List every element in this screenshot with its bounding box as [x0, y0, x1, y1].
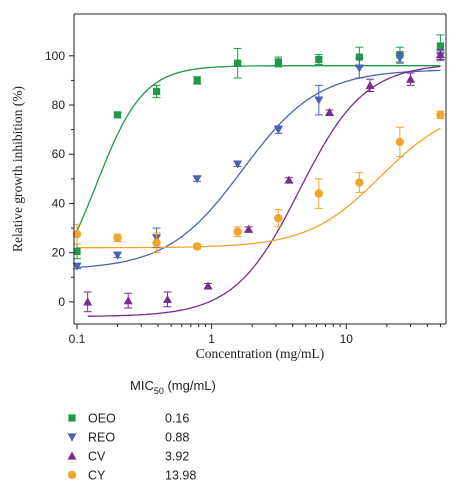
- y-tick-label: 20: [52, 246, 66, 260]
- point-cv: [365, 80, 375, 89]
- legend-mic50-cy: 13.98: [165, 469, 196, 483]
- point-cy: [152, 238, 161, 248]
- x-tick-label: 0.1: [69, 332, 86, 346]
- x-tick-label: 1: [208, 332, 215, 346]
- y-tick-label: 100: [45, 49, 65, 63]
- point-cy: [192, 242, 202, 251]
- legend-mic50-cv: 3.92: [165, 450, 189, 464]
- legend-marker-cv: [67, 451, 77, 460]
- legend-label-cv: CV: [88, 450, 106, 464]
- point-reo: [233, 160, 243, 169]
- y-tick-label: 60: [52, 147, 66, 161]
- point-cy: [274, 214, 283, 223]
- point-cv: [83, 297, 93, 306]
- fit-curve-cy: [77, 127, 441, 249]
- point-oeo: [113, 111, 122, 119]
- point-reo: [314, 96, 324, 105]
- legend-label-oeo: OEO: [88, 412, 116, 426]
- point-reo: [273, 126, 283, 135]
- fit-curve-cv: [87, 65, 441, 317]
- point-oeo: [234, 59, 242, 67]
- point-oeo: [315, 55, 323, 64]
- fit-curve-reo: [76, 69, 441, 269]
- point-reo: [113, 251, 123, 260]
- point-oeo: [436, 42, 445, 50]
- point-reo: [192, 175, 202, 184]
- point-oeo: [73, 247, 81, 256]
- point-cv: [123, 296, 133, 305]
- point-cv: [324, 107, 334, 117]
- point-reo: [354, 64, 364, 73]
- point-oeo: [193, 76, 201, 85]
- point-cy: [436, 110, 445, 120]
- point-cv: [244, 224, 254, 233]
- point-cv: [406, 74, 416, 83]
- data-points: [72, 34, 445, 313]
- point-cv: [435, 50, 445, 59]
- legend-title-unit: (mg/mL): [164, 378, 216, 393]
- fit-curve-oeo: [76, 65, 441, 231]
- axes: 0 20 40 60 80 100 0.1 1 10: [45, 13, 447, 346]
- legend-title: MIC50 (mg/mL): [130, 378, 216, 396]
- point-cy: [314, 189, 324, 198]
- point-oeo: [355, 53, 363, 61]
- x-axis-label: Concentration (mg/mL): [196, 346, 325, 361]
- point-cy: [355, 178, 364, 187]
- y-tick-label: 40: [52, 196, 66, 210]
- legend-mic50-reo: 0.88: [165, 431, 189, 445]
- y-axis-label: Relative growth inhibition (%): [10, 86, 25, 252]
- y-tick-label: 0: [58, 295, 65, 309]
- point-cy: [233, 227, 242, 236]
- legend-title-main: MIC: [130, 378, 154, 393]
- point-cv: [163, 294, 173, 303]
- point-reo: [395, 54, 405, 63]
- legend-marker-oeo: [68, 414, 76, 422]
- legend-label-cy: CY: [88, 469, 106, 483]
- point-reo: [72, 262, 82, 271]
- point-cy: [113, 233, 122, 243]
- fit-curves: [76, 65, 441, 317]
- point-oeo: [152, 87, 161, 96]
- legend: OEO 0.16 REO 0.88 CV 3.92 CY 13.98: [67, 412, 196, 483]
- legend-mic50-oeo: 0.16: [165, 412, 189, 426]
- point-cv: [284, 175, 294, 184]
- legend-label-reo: REO: [88, 431, 115, 445]
- point-cy: [72, 229, 82, 239]
- x-tick-label: 10: [340, 332, 354, 346]
- y-tick-label: 80: [52, 98, 66, 112]
- point-oeo: [274, 58, 282, 66]
- legend-marker-cy: [67, 470, 77, 480]
- point-cy: [395, 137, 405, 147]
- legend-marker-reo: [67, 433, 77, 442]
- point-cv: [203, 281, 213, 290]
- legend-title-sub: 50: [154, 386, 164, 396]
